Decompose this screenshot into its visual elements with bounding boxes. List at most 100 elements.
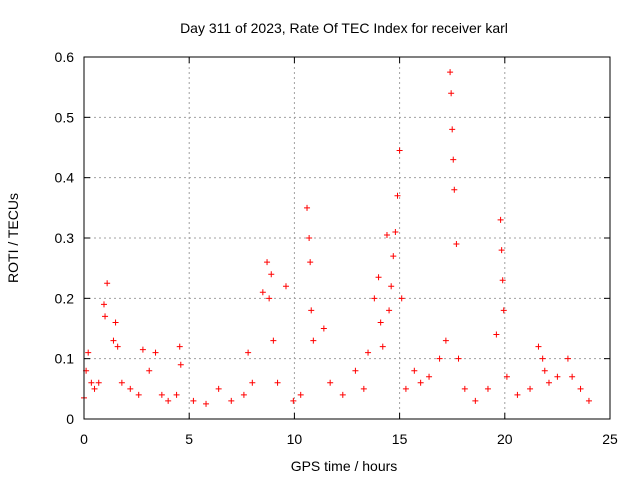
- y-tick-label: 0.1: [55, 351, 75, 367]
- data-point: [527, 385, 534, 392]
- data-point: [259, 289, 266, 296]
- data-point: [360, 385, 367, 392]
- data-point: [564, 355, 571, 362]
- x-tick-label: 15: [392, 431, 408, 447]
- data-point: [388, 283, 395, 290]
- data-point: [585, 397, 592, 404]
- data-point: [449, 126, 456, 133]
- x-axis-label: GPS time / hours: [291, 458, 398, 474]
- data-point: [139, 346, 146, 353]
- data-point: [88, 379, 95, 386]
- data-point: [308, 307, 315, 314]
- data-point: [383, 231, 390, 238]
- data-point: [339, 391, 346, 398]
- x-tick-label: 25: [602, 431, 618, 447]
- axis-ticks: 0 5 10 15 20 25 0 0.1 0.2 0.3 0.4 0.5 0.6: [55, 49, 618, 447]
- data-point: [394, 192, 401, 199]
- data-point: [127, 385, 134, 392]
- data-point: [306, 235, 313, 241]
- data-point: [249, 379, 256, 386]
- data-point: [493, 331, 500, 338]
- data-point: [455, 355, 462, 362]
- data-point: [472, 397, 479, 404]
- data-point: [569, 373, 576, 380]
- chart-title: Day 311 of 2023, Rate Of TEC Index for r…: [180, 20, 508, 36]
- data-point: [411, 367, 418, 374]
- y-tick-label: 0.5: [55, 109, 75, 125]
- data-point: [190, 397, 197, 404]
- data-point: [307, 259, 314, 266]
- data-point: [304, 204, 311, 211]
- data-point: [297, 391, 304, 398]
- data-point: [417, 379, 424, 386]
- data-point: [371, 295, 378, 302]
- data-point: [165, 397, 172, 404]
- data-point: [177, 361, 184, 368]
- data-point: [152, 349, 159, 356]
- grid: [84, 57, 610, 419]
- x-tick-label: 5: [185, 431, 193, 447]
- data-point: [268, 271, 275, 278]
- data-point: [110, 337, 117, 344]
- data-point: [245, 349, 252, 356]
- data-point: [390, 253, 397, 260]
- data-point: [447, 69, 454, 76]
- data-point: [503, 373, 510, 380]
- data-point: [320, 325, 327, 332]
- data-point: [100, 301, 107, 308]
- data-point: [135, 391, 142, 398]
- data-point: [554, 373, 561, 380]
- y-tick-label: 0.6: [55, 49, 75, 65]
- y-tick-label: 0.4: [55, 170, 75, 186]
- data-point: [310, 337, 317, 344]
- data-point: [112, 319, 119, 326]
- data-point: [461, 385, 468, 392]
- x-tick-label: 0: [80, 431, 88, 447]
- data-point: [448, 90, 455, 97]
- data-point: [118, 379, 125, 386]
- data-point: [266, 295, 273, 302]
- y-tick-label: 0.2: [55, 290, 75, 306]
- data-point: [484, 385, 491, 392]
- data-point: [377, 319, 384, 326]
- data-point: [498, 247, 505, 254]
- data-point: [577, 385, 584, 392]
- data-point: [102, 313, 109, 320]
- data-point: [541, 367, 548, 374]
- data-point: [146, 367, 153, 374]
- data-point: [173, 391, 180, 398]
- data-point: [379, 343, 386, 350]
- data-point: [215, 385, 222, 392]
- data-point: [264, 259, 271, 266]
- data-point: [402, 385, 409, 392]
- data-point: [203, 400, 210, 407]
- x-tick-label: 10: [287, 431, 303, 447]
- data-point: [228, 397, 235, 404]
- data-point: [539, 355, 546, 362]
- y-axis-label: ROTI / TECUs: [5, 193, 21, 283]
- y-tick-label: 0.3: [55, 230, 75, 246]
- data-point: [451, 186, 458, 193]
- data-point: [114, 343, 121, 350]
- data-point: [514, 391, 521, 398]
- x-tick-label: 20: [497, 431, 513, 447]
- data-point: [158, 391, 165, 398]
- data-point: [545, 379, 552, 386]
- data-point: [398, 295, 405, 302]
- data-point: [274, 379, 281, 386]
- data-point: [327, 379, 334, 386]
- data-point: [95, 379, 102, 386]
- data-point: [396, 147, 403, 154]
- y-tick-label: 0: [66, 411, 74, 427]
- data-point: [535, 343, 542, 350]
- data-point: [500, 307, 507, 314]
- data-point: [352, 367, 359, 374]
- data-point: [85, 349, 92, 356]
- data-point: [240, 391, 247, 398]
- data-point: [442, 337, 449, 344]
- data-point: [386, 307, 393, 314]
- data-point: [392, 228, 399, 235]
- data-point: [104, 280, 111, 287]
